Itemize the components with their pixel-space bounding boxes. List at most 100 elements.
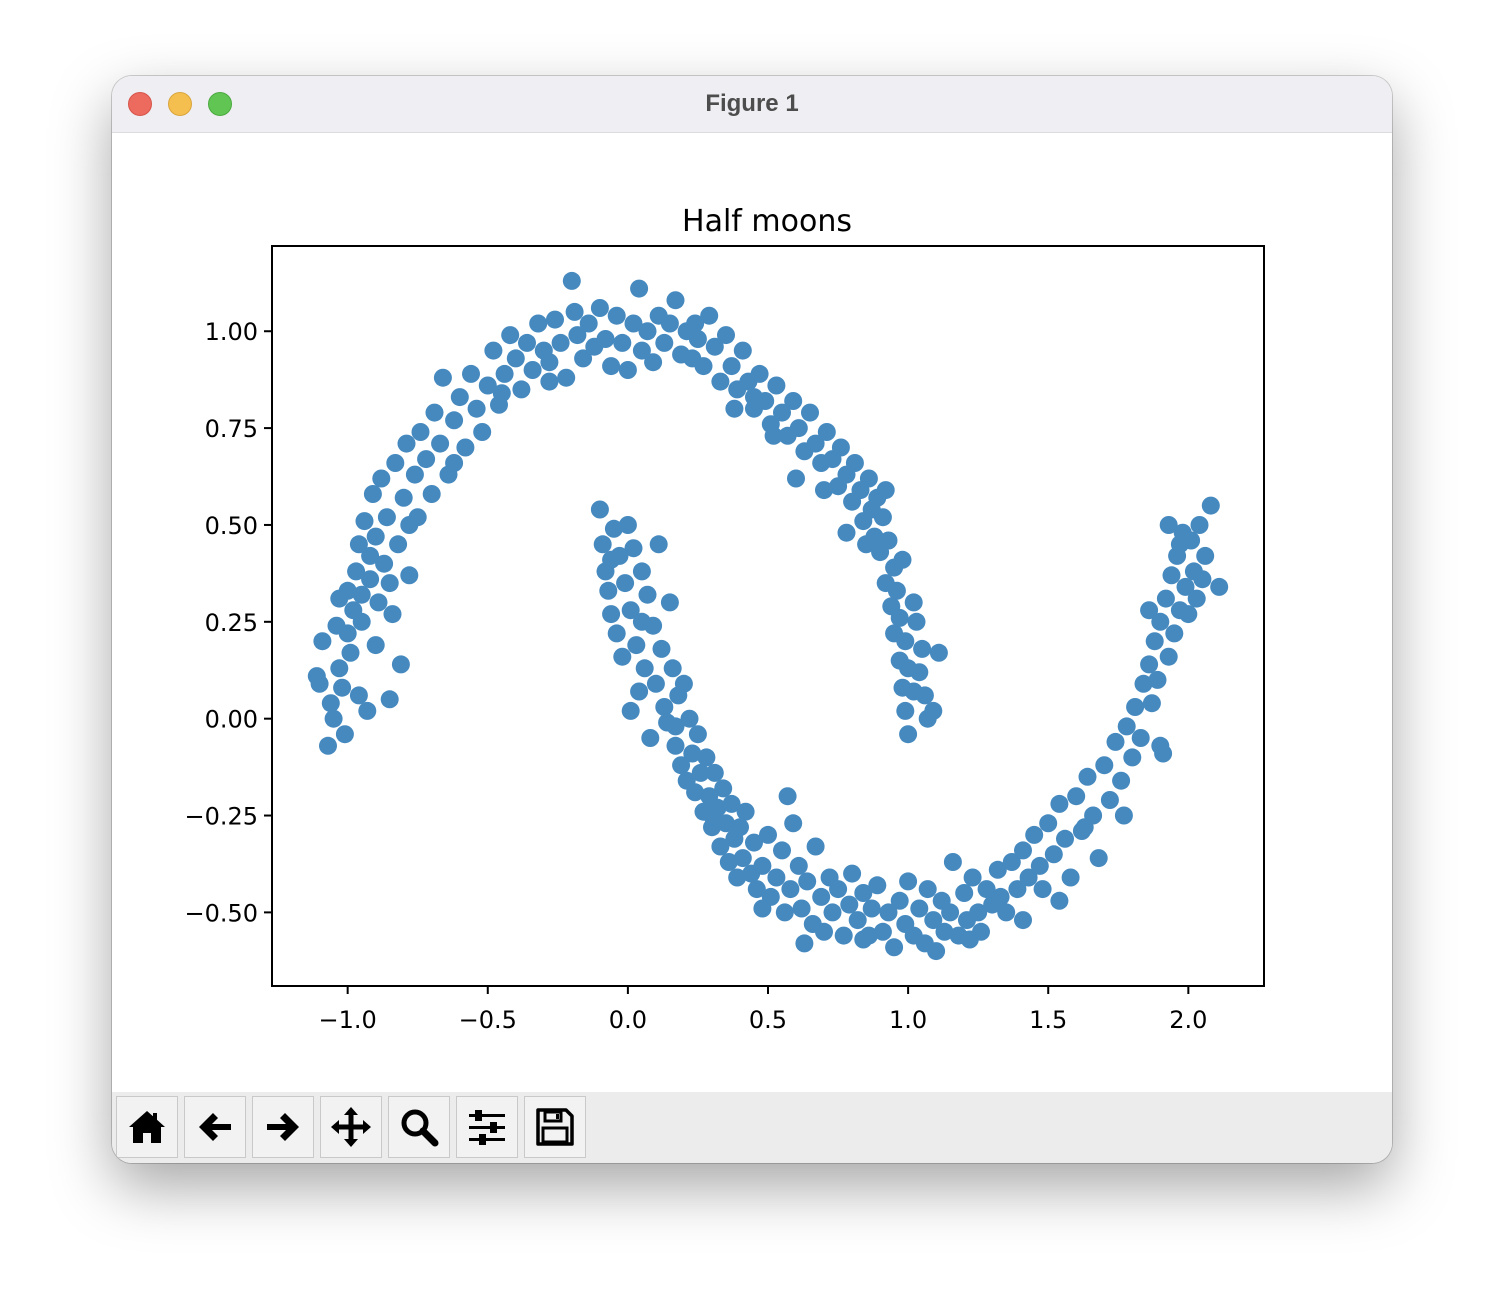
scatter-point	[817, 423, 836, 441]
scatter-point	[823, 903, 842, 922]
scatter-point	[358, 701, 377, 720]
scatter-point	[778, 787, 797, 806]
scatter-point	[557, 368, 576, 387]
scatter-point	[714, 779, 733, 798]
zoom-button[interactable]	[388, 1096, 450, 1158]
home-button[interactable]	[116, 1096, 178, 1158]
scatter-point	[1159, 516, 1178, 534]
x-tick-label: 1.5	[1029, 1006, 1067, 1034]
minimize-button[interactable]	[168, 92, 192, 116]
x-tick-label: −1.0	[319, 1006, 377, 1034]
scatter-point	[330, 659, 349, 678]
scatter-point	[792, 899, 811, 918]
scatter-point	[1134, 674, 1153, 693]
scatter-point	[422, 485, 441, 503]
scatter-point	[1156, 589, 1175, 608]
scatter-point	[1140, 655, 1159, 674]
scatter-point	[781, 880, 800, 899]
scatter-point	[997, 903, 1016, 922]
zoom-window-button[interactable]	[208, 92, 232, 116]
forward-button[interactable]	[252, 1096, 314, 1158]
scatter-point	[456, 438, 475, 457]
scatter-point	[722, 794, 741, 813]
scatter-point	[859, 469, 878, 488]
scatter-point	[719, 853, 738, 871]
scatter-point	[991, 887, 1010, 906]
y-tick-label: 0.25	[205, 609, 258, 637]
close-button[interactable]	[128, 92, 152, 116]
configure-subplots-button[interactable]	[456, 1096, 518, 1158]
scatter-point	[929, 643, 948, 662]
scatter-point	[602, 605, 621, 624]
scatter-point	[400, 566, 419, 585]
scatter-point	[840, 895, 859, 914]
scatter-point	[907, 612, 926, 631]
scatter-point	[1050, 891, 1069, 910]
scatter-point	[646, 674, 665, 693]
scatter-point	[831, 438, 850, 457]
scatter-point	[747, 880, 766, 899]
scatter-point	[688, 330, 707, 348]
scatter-point	[899, 725, 918, 744]
scatter-point	[764, 426, 783, 445]
scatter-point	[1019, 868, 1038, 887]
scatter-point	[674, 674, 693, 693]
scatter-point	[321, 694, 340, 713]
scatter-point	[1044, 845, 1063, 864]
scatter-point	[1165, 624, 1184, 643]
scatter-point	[405, 465, 424, 484]
scatter-point	[1025, 825, 1044, 844]
y-tick-label: −0.25	[184, 803, 258, 831]
x-tick-label: −0.5	[459, 1006, 517, 1034]
scatter-point	[686, 314, 705, 333]
pan-button[interactable]	[320, 1096, 382, 1158]
scatter-point	[590, 500, 609, 519]
scatter-point	[574, 349, 593, 368]
scatter-point	[352, 585, 371, 604]
scatter-point	[955, 884, 974, 902]
scatter-point	[632, 562, 651, 581]
scatter-point	[733, 341, 752, 360]
scatter-point	[834, 926, 853, 945]
scatter-point	[1196, 546, 1215, 565]
scatter-point	[1089, 849, 1108, 868]
scatter-point	[649, 535, 668, 554]
scatter-point	[1148, 670, 1167, 689]
save-button[interactable]	[524, 1096, 586, 1158]
scatter-point	[1014, 841, 1032, 860]
scatter-point	[1078, 767, 1097, 786]
scatter-point	[341, 643, 360, 662]
scatter-point	[632, 341, 651, 360]
scatter-point	[1179, 605, 1198, 624]
scatter-point	[635, 659, 654, 678]
scatter-point	[462, 364, 480, 383]
scatter-point	[1061, 868, 1080, 887]
scatter-point	[815, 481, 833, 500]
scatter-point	[380, 690, 399, 709]
title-bar: Figure 1	[112, 76, 1392, 133]
scatter-point	[618, 516, 637, 534]
scatter-point	[969, 903, 988, 922]
scatter-point	[1126, 698, 1145, 716]
scatter-point	[711, 837, 730, 856]
scatter-point	[683, 744, 702, 763]
chart-title: Half moons	[682, 204, 852, 239]
sliders-icon	[469, 1110, 505, 1145]
scatter-point	[736, 802, 755, 821]
scatter-point	[843, 864, 862, 883]
scatter-point	[467, 399, 486, 418]
scatter-point	[750, 364, 769, 383]
scatter-point	[787, 469, 805, 488]
scatter-point	[445, 454, 464, 472]
scatter-point	[918, 880, 937, 899]
scatter-point	[644, 353, 663, 372]
scatter-point	[1151, 736, 1170, 755]
scatter-point	[845, 454, 864, 472]
scatter-point	[400, 516, 419, 534]
scatter-point	[854, 930, 873, 949]
scatter-point	[873, 508, 892, 527]
scatter-point	[767, 868, 786, 887]
scatter-point	[1033, 880, 1052, 899]
scatter-point	[784, 814, 803, 833]
back-button[interactable]	[184, 1096, 246, 1158]
